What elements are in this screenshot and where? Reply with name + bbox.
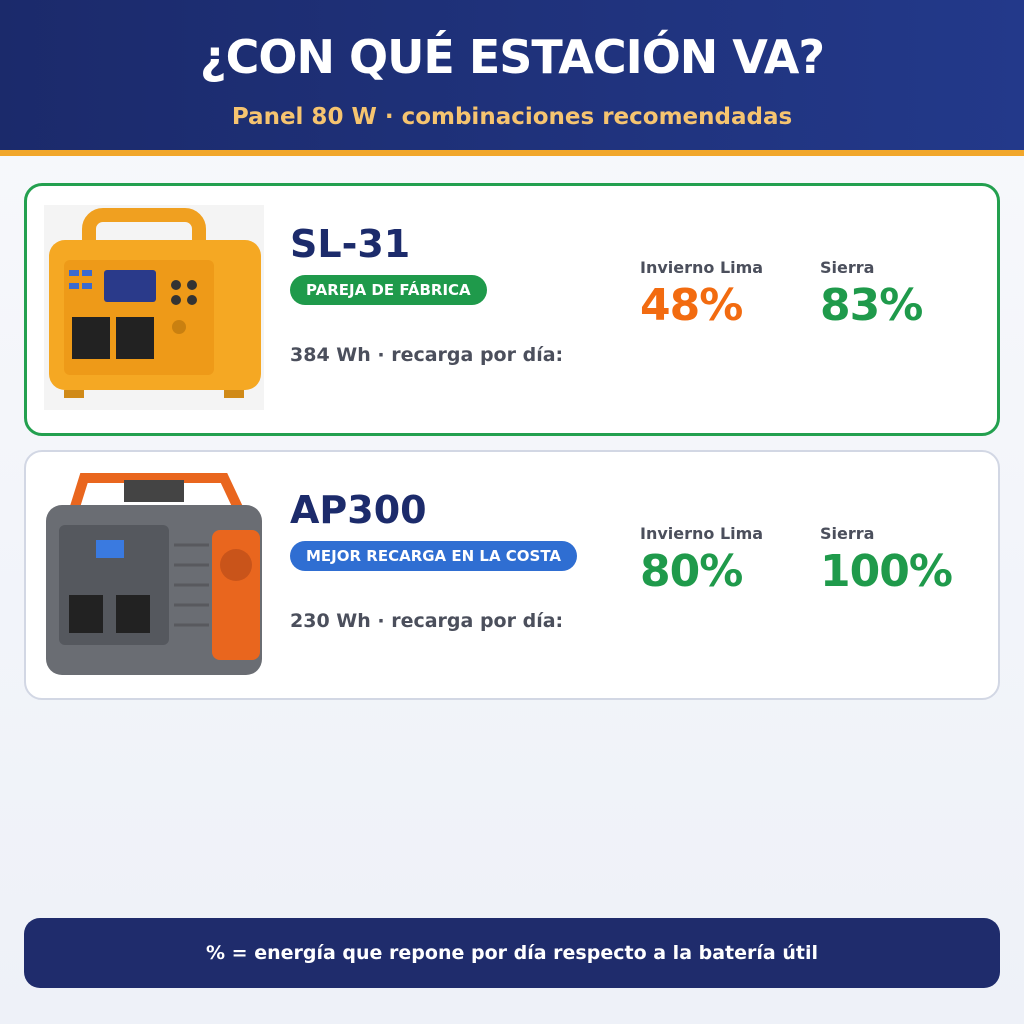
subtitle: Panel 80 W · combinaciones recomendadas (231, 104, 793, 130)
product-image (44, 205, 264, 410)
product-name: SL-31 (290, 222, 411, 266)
stat-label: Invierno Lima (640, 258, 764, 277)
footer-note: % = energía que repone por día respecto … (24, 918, 1000, 988)
stat-label: Sierra (820, 524, 875, 543)
header (0, 0, 1024, 156)
stat-value: 48% (640, 280, 743, 331)
stat-label: Sierra (820, 258, 875, 277)
stat-value: 80% (640, 546, 743, 597)
spec: 230 Wh · recarga por día: (290, 610, 564, 632)
stat-value: 100% (820, 546, 953, 597)
product-name: AP300 (290, 488, 427, 532)
stat-label: Invierno Lima (640, 524, 764, 543)
stat-value: 83% (820, 280, 923, 331)
product-image (46, 473, 262, 675)
spec: 384 Wh · recarga por día: (290, 344, 564, 366)
badge: MEJOR RECARGA EN LA COSTA (290, 541, 578, 571)
title: ¿CON QUÉ ESTACIÓN VA? (199, 30, 825, 84)
badge: PAREJA DE FÁBRICA (290, 275, 487, 305)
